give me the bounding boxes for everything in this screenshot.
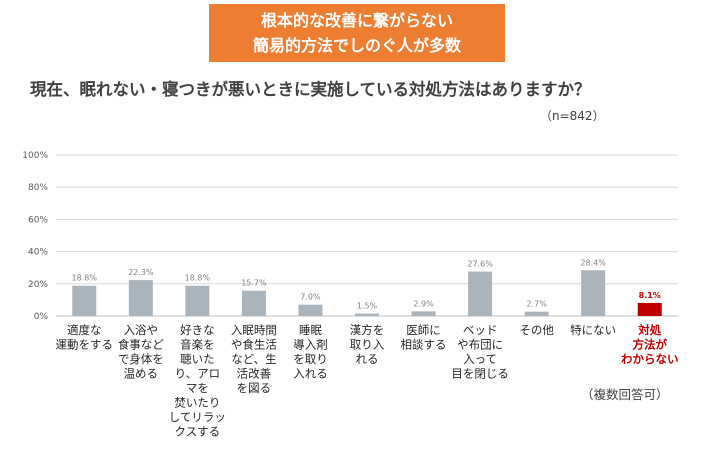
bar [298, 304, 323, 316]
category-label: 入浴や食事などで身体を温める [118, 323, 164, 381]
category-label: 特にない [570, 323, 616, 337]
category-label: 好きな音楽を聴いたり、アロマを焚いたりしてリラックスする [169, 323, 226, 439]
data-label: 22.3% [128, 268, 154, 277]
survey-question: 現在、眠れない・寝つきが悪いときに実施している対処方法はありますか？ [30, 80, 591, 99]
category-label: 漢方を取り入れる [350, 323, 385, 366]
category-labels: 適度な運動をする入浴や食事などで身体を温める好きな音楽を聴いたり、アロマを焚いた… [56, 323, 679, 439]
bars [72, 270, 662, 316]
category-label: ベッドや布団に入って目を閉じる [451, 323, 509, 381]
bar [185, 285, 210, 316]
bar [468, 271, 493, 316]
bar [128, 280, 153, 316]
y-tick-label: 80% [28, 183, 48, 193]
y-tick-label: 60% [28, 215, 48, 225]
headline-line-1: 根本的な改善に繋がらない [260, 11, 453, 30]
data-label: 28.4% [580, 258, 606, 267]
category-label: その他 [519, 323, 554, 337]
y-axis-ticks: 0% 20% 40% 60% 80% 100% [22, 151, 48, 322]
sample-size-label: （n=842） [540, 109, 605, 123]
category-label: 入眠時間や食生活など、生活改善を図る [231, 323, 277, 395]
headline-banner: 根本的な改善に繋がらない 簡易的方法でしのぐ人が多数 [209, 4, 505, 62]
multiple-answer-note: （複数回答可） [581, 387, 669, 402]
data-label: 18.8% [72, 274, 98, 283]
y-tick-label: 40% [28, 248, 48, 258]
bar [637, 302, 662, 316]
headline-line-2: 簡易的方法でしのぐ人が多数 [252, 36, 461, 55]
bar [355, 313, 379, 316]
data-label: 15.7% [241, 279, 267, 288]
category-label: 対処方法がわからない [621, 323, 679, 366]
data-label: 2.7% [526, 300, 547, 309]
data-labels: 18.8% 22.3% 18.8% 15.7% 7.0% 1.5% 2.9% 27.6% 2.7… [72, 258, 661, 310]
category-label: 医師に相談する [401, 323, 447, 352]
bar [581, 270, 606, 316]
y-tick-label: 100% [22, 151, 48, 161]
data-label: 18.8% [185, 274, 211, 283]
data-label: 8.1% [639, 291, 661, 300]
bar [411, 311, 436, 316]
bar [72, 285, 97, 316]
data-label: 27.6% [467, 260, 493, 269]
data-label: 2.9% [413, 299, 434, 308]
category-label: 睡眠導入剤を取り入れる [293, 323, 328, 381]
category-label: 適度な運動をする [56, 323, 114, 352]
bar [241, 290, 266, 316]
data-label: 7.0% [300, 293, 321, 302]
bar [524, 311, 549, 316]
y-tick-label: 0% [34, 312, 49, 322]
data-label: 1.5% [357, 302, 378, 311]
y-tick-label: 20% [28, 280, 48, 290]
